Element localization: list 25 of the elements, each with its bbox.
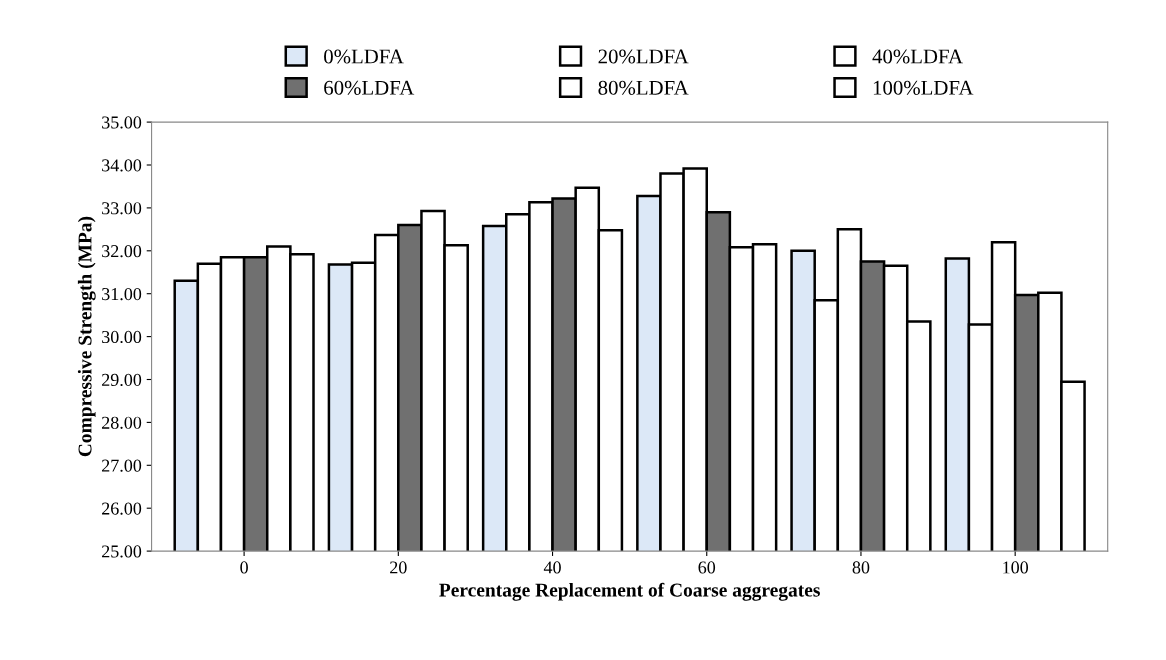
legend-label: 60%LDFA [324,80,415,95]
y-tick-label: 35.00 [102,116,142,129]
y-tick-label: 32.00 [102,245,142,258]
x-tick-label: 100 [1003,561,1029,574]
legend-label: 100%LDFA [873,80,974,95]
x-tick-label: 40 [543,561,561,574]
legend-label: 80%LDFA [598,80,689,95]
y-tick-label: 28.00 [102,416,142,429]
legend-label: 40%LDFA [872,49,963,64]
y-tick-label: 27.00 [102,459,142,472]
legend-label: 20%LDFA [598,49,689,64]
x-tick-label: 60 [698,561,716,574]
legend-label: 0%LDFA [324,49,404,64]
y-axis-title: Compressive Strength (MPa) [77,216,96,457]
y-tick-label: 33.00 [102,202,142,215]
x-axis-title: Percentage Replacement of Coarse aggregates [439,582,820,601]
y-tick-label: 29.00 [102,373,142,387]
x-tick-label: 20 [390,561,407,574]
y-tick-label: 34.00 [102,159,142,172]
y-tick-label: 26.00 [102,502,142,515]
x-tick-label: 80 [852,561,870,574]
x-tick-label: 0 [240,561,248,574]
y-tick-label: 31.00 [102,287,142,301]
y-tick-label: 30.00 [102,330,142,344]
y-tick-label: 25.00 [102,545,142,558]
